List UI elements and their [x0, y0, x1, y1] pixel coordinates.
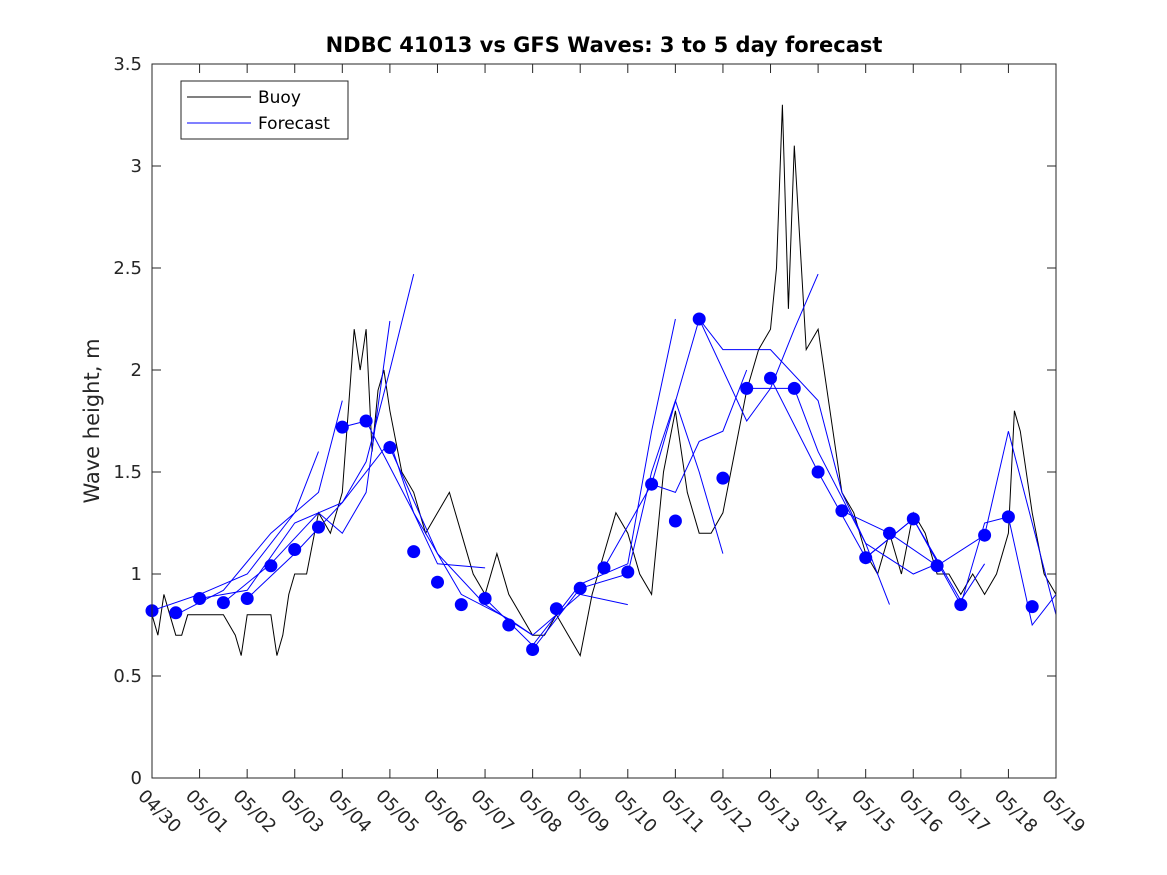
- forecast-marker: [621, 565, 635, 579]
- legend-label-forecast: Forecast: [258, 114, 330, 134]
- forecast-marker: [526, 643, 540, 656]
- forecast-marker: [288, 543, 302, 556]
- x-tick-label: 05/09: [562, 786, 614, 838]
- forecast-marker: [335, 420, 349, 434]
- y-tick-label: 1.5: [113, 462, 142, 483]
- forecast-marker: [668, 514, 682, 528]
- x-tick-label: 04/30: [133, 786, 185, 838]
- y-tick-label: 0: [131, 768, 142, 789]
- forecast-marker: [859, 551, 873, 565]
- forecast-marker: [764, 371, 777, 385]
- forecast-marker: [407, 545, 421, 559]
- forecast-marker: [1025, 600, 1039, 614]
- forecast-line: [175, 400, 343, 616]
- x-tick-label: 05/15: [847, 786, 899, 838]
- forecast-marker: [930, 559, 944, 573]
- x-tick-label: 05/10: [609, 786, 661, 838]
- plot-area: [152, 64, 1056, 778]
- y-tick-label: 3.5: [113, 54, 142, 75]
- forecast-marker: [835, 504, 849, 518]
- forecast-marker: [169, 606, 183, 620]
- forecast-marker: [787, 381, 801, 395]
- x-tick-label: 05/13: [752, 786, 804, 838]
- x-tick-label: 05/17: [942, 786, 994, 838]
- y-tick-label: 2: [131, 360, 142, 381]
- y-axis-label: Wave height, m: [80, 338, 104, 503]
- forecast-marker: [978, 528, 992, 542]
- forecast-marker: [954, 598, 968, 612]
- forecast-marker: [431, 575, 444, 589]
- x-tick-label: 05/03: [276, 786, 328, 838]
- forecast-marker: [716, 471, 730, 485]
- forecast-marker: [312, 520, 325, 534]
- x-tick-label: 05/01: [181, 786, 233, 838]
- y-tick-label: 0.5: [113, 666, 142, 687]
- x-tick-label: 05/07: [467, 786, 519, 838]
- y-tick-label: 1: [131, 564, 142, 585]
- chart-title: NDBC 41013 vs GFS Waves: 3 to 5 day fore…: [326, 33, 883, 57]
- forecast-line: [151, 451, 319, 612]
- series-layer: [145, 104, 1057, 657]
- forecast-marker: [692, 312, 706, 326]
- x-tick-label: 05/02: [229, 786, 281, 838]
- forecast-line: [651, 273, 819, 485]
- forecast-marker: [383, 441, 397, 454]
- forecast-marker: [645, 477, 659, 491]
- forecast-marker: [478, 592, 492, 605]
- x-tick-label: 05/16: [895, 786, 947, 838]
- forecast-marker: [906, 512, 920, 526]
- y-tick-label: 3: [131, 156, 142, 177]
- forecast-marker: [549, 602, 563, 616]
- forecast-marker: [359, 414, 373, 428]
- forecast-marker: [216, 596, 230, 610]
- plot-frame: [151, 63, 1057, 779]
- x-tick-label: 05/08: [514, 786, 566, 838]
- legend-label-buoy: Buoy: [258, 88, 301, 108]
- forecast-line: [603, 369, 748, 569]
- x-tick-label: 05/06: [419, 786, 471, 838]
- forecast-marker: [740, 381, 754, 395]
- x-tick-label: 05/11: [657, 786, 709, 838]
- x-tick-label: 05/18: [990, 786, 1042, 838]
- forecast-marker: [502, 618, 516, 632]
- legend-box: [180, 80, 349, 140]
- x-tick-label: 05/05: [371, 786, 423, 838]
- forecast-marker: [193, 592, 207, 605]
- forecast-line: [746, 387, 938, 575]
- forecast-marker: [264, 559, 278, 573]
- forecast-line: [223, 320, 391, 603]
- forecast-marker: [597, 561, 611, 575]
- x-tick-label: 05/14: [800, 786, 852, 838]
- forecast-marker: [454, 598, 468, 612]
- x-tick-label: 05/19: [1037, 786, 1089, 838]
- forecast-marker: [883, 526, 896, 540]
- forecast-marker: [240, 592, 254, 605]
- x-tick-label: 05/12: [704, 786, 756, 838]
- forecast-marker: [1001, 510, 1015, 524]
- forecast-marker: [573, 581, 587, 595]
- x-tick-label: 05/04: [324, 786, 376, 838]
- legend: Buoy Forecast: [180, 80, 349, 140]
- y-tick-label: 2.5: [113, 258, 142, 279]
- forecast-marker: [811, 465, 825, 479]
